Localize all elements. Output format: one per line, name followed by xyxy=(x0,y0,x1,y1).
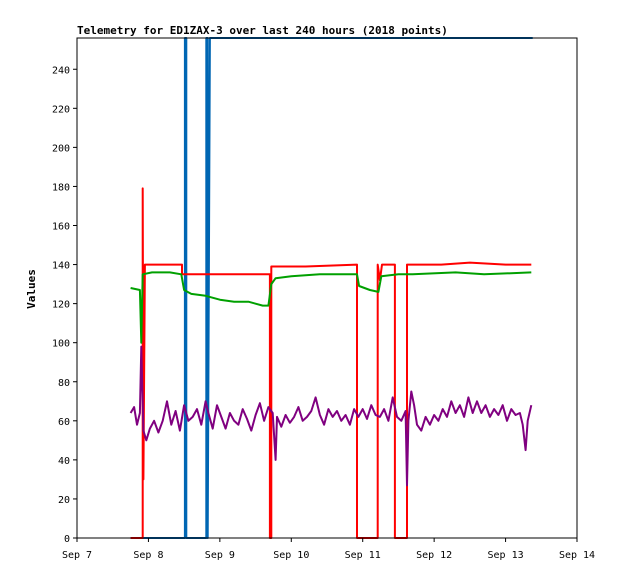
y-tick-label: 160 xyxy=(52,222,70,233)
y-tick-label: 180 xyxy=(52,182,70,193)
series-line-2 xyxy=(130,187,532,539)
x-tick-label: Sep 8 xyxy=(133,550,163,561)
y-tick-label: 120 xyxy=(52,300,70,311)
axes: 0 20 40 60 80 100 120 140 160 180 200 220 240 Sep 7 Se… xyxy=(52,37,595,561)
x-tick-label: Sep 11 xyxy=(345,550,381,561)
y-tick-label: 100 xyxy=(52,339,70,350)
y-tick-label: 140 xyxy=(52,261,70,272)
y-tick-label: 60 xyxy=(58,417,70,428)
x-tick-label: Sep 7 xyxy=(62,550,92,561)
x-tick-label: Sep 12 xyxy=(416,550,452,561)
series-line-4 xyxy=(129,345,533,487)
x-tick-label: Sep 9 xyxy=(205,550,235,561)
x-tick-label: Sep 13 xyxy=(488,550,524,561)
y-axis-label: Values xyxy=(25,269,38,309)
chart-title: Telemetry for ED1ZAX-3 over last 240 hou… xyxy=(77,24,448,37)
x-tick-label: Sep 14 xyxy=(559,550,595,561)
y-tick-label: 240 xyxy=(52,65,70,76)
series-line-1 xyxy=(130,37,533,539)
y-tick-label: 80 xyxy=(58,378,70,389)
x-tick-label: Sep 10 xyxy=(273,550,309,561)
series-line-3 xyxy=(130,271,532,344)
y-tick-label: 220 xyxy=(52,104,70,115)
y-tick-label: 200 xyxy=(52,143,70,154)
series-layer xyxy=(129,37,533,539)
y-tick-label: 0 xyxy=(64,534,70,545)
y-tick-label: 20 xyxy=(58,495,70,506)
y-tick-label: 40 xyxy=(58,456,70,467)
plot-frame xyxy=(76,37,578,539)
